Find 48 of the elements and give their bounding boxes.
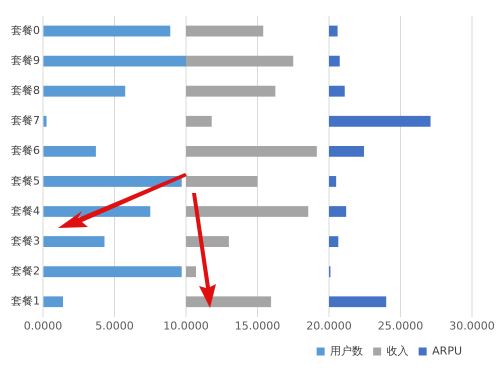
bar xyxy=(44,116,47,127)
y-tick-label: 套餐9 xyxy=(11,54,40,67)
x-tick-label: 10.0000 xyxy=(163,319,209,332)
x-tick-label: 25.0000 xyxy=(378,319,424,332)
bar xyxy=(329,116,431,127)
bar xyxy=(186,56,294,67)
legend-label: 用户数 xyxy=(330,344,364,358)
bar xyxy=(44,266,182,278)
bar xyxy=(329,56,340,67)
legend-label: 收入 xyxy=(386,344,409,358)
bar xyxy=(186,116,212,127)
y-tick-label: 套餐7 xyxy=(11,114,40,128)
y-tick-label: 套餐8 xyxy=(11,84,40,98)
y-tick-label: 套餐4 xyxy=(11,204,40,218)
bar xyxy=(44,86,126,97)
y-tick-label: 套餐3 xyxy=(11,234,40,248)
bar xyxy=(329,26,338,36)
x-tick-label: 5.0000 xyxy=(95,319,134,332)
bar xyxy=(186,86,276,97)
bar xyxy=(44,176,182,187)
y-tick-label: 套餐5 xyxy=(11,174,40,188)
bar xyxy=(186,266,196,278)
bar xyxy=(329,236,338,248)
bar xyxy=(186,26,264,36)
bar xyxy=(44,296,64,308)
bar xyxy=(44,146,96,157)
legend-label: ARPU xyxy=(432,344,462,358)
bar xyxy=(329,146,364,157)
x-tick-label: 0.0000 xyxy=(24,319,62,332)
bar xyxy=(186,176,258,187)
bar xyxy=(44,56,186,67)
y-tick-label: 套餐6 xyxy=(11,144,40,158)
bar xyxy=(186,146,317,157)
x-tick-label: 20.0000 xyxy=(306,319,352,332)
bar xyxy=(329,206,346,217)
y-tick-label: 套餐1 xyxy=(11,294,40,308)
bar xyxy=(329,176,336,187)
bar xyxy=(186,296,272,308)
y-tick-label: 套餐2 xyxy=(11,264,40,278)
y-tick-label: 套餐0 xyxy=(11,24,40,37)
bar xyxy=(329,86,345,97)
bar xyxy=(186,236,229,248)
bar xyxy=(329,296,386,308)
x-tick-label: 15.0000 xyxy=(234,319,280,332)
bar xyxy=(44,236,104,248)
bar xyxy=(44,26,170,36)
x-tick-label: 30.0000 xyxy=(449,319,495,332)
bar xyxy=(186,206,308,217)
